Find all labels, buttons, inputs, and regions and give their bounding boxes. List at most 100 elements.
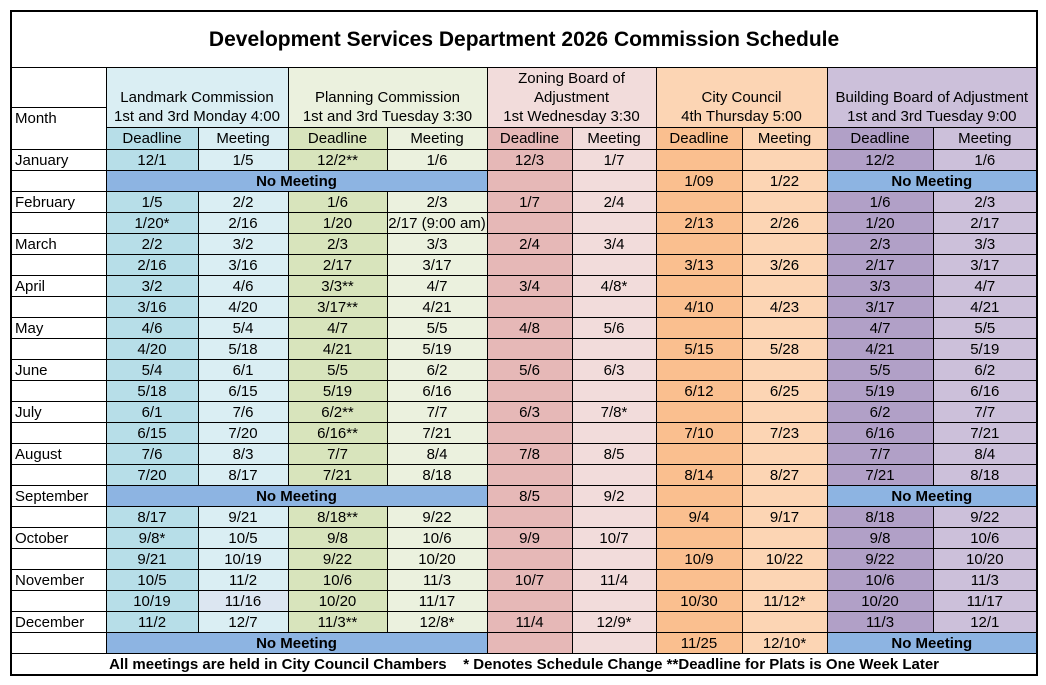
zoning-deadline-cell [486,254,573,276]
building-meeting-cell: 4/21 [932,296,1038,318]
council-deadline-cell [655,443,743,465]
landmark-meeting-cell: 4/6 [197,275,289,297]
council-deadline-cell: 6/12 [655,380,743,402]
planning-meeting-cell: 8/18 [386,464,488,486]
zoning-deadline-cell: 1/7 [486,191,573,213]
month-cell: February [10,191,107,213]
zoning-meeting-cell [571,254,657,276]
council-deadline-cell: 7/10 [655,422,743,444]
building-meeting-cell: 7/7 [932,401,1038,423]
zoning-deadline-cell [486,548,573,570]
landmark-deadline-cell: 2/16 [105,254,199,276]
building-deadline-cell: 7/7 [826,443,934,465]
no-meeting-cell: No Meeting [105,170,488,192]
building-deadline-cell: 7/21 [826,464,934,486]
planning-deadline-cell: 2/3 [287,233,388,255]
council-deadline-cell [655,191,743,213]
month-cell [10,380,107,402]
planning-deadline-cell: 9/8 [287,527,388,549]
landmark-meeting-cell: 4/20 [197,296,289,318]
schedule-row: July 6/1 7/6 6/2** 7/7 6/3 7/8* 6/2 7/7 [10,401,1038,423]
building-deadline-cell: 6/2 [826,401,934,423]
council-meeting-cell [741,443,828,465]
schedule-row: April 3/2 4/6 3/3** 4/7 3/4 4/8* 3/3 4/7 [10,275,1038,297]
council-deadline-cell [655,485,743,507]
zoning-meeting-cell [571,380,657,402]
planning-meeting-cell: 2/3 [386,191,488,213]
schedule-row: August 7/6 8/3 7/7 8/4 7/8 8/5 7/7 8/4 [10,443,1038,465]
landmark-meeting-cell: 6/1 [197,359,289,381]
month-cell [10,422,107,444]
deadline-meeting-header-row: Deadline Meeting Deadline Meeting Deadline Me… [11,127,1038,150]
commission-name: Building Board of Adjustment [835,89,1029,106]
building-deadline-cell: 3/17 [826,296,934,318]
landmark-meeting-cell: 3/16 [197,254,289,276]
council-deadline-cell: 10/9 [655,548,743,570]
building-deadline-cell: 4/21 [826,338,934,360]
zoning-deadline-header: Deadline [486,127,573,150]
zoning-deadline-cell: 7/8 [486,443,573,465]
building-deadline-cell: 1/20 [826,212,934,234]
month-cell: December [10,611,107,633]
month-cell [10,170,107,192]
zoning-meeting-cell [571,338,657,360]
landmark-meeting-cell: 2/16 [197,212,289,234]
landmark-deadline-cell: 6/15 [105,422,199,444]
schedule-row: 6/15 7/20 6/16** 7/21 7/10 7/23 6/16 7/21 [10,422,1038,444]
month-cell [10,506,107,528]
planning-meeting-cell: 1/6 [386,149,488,171]
planning-meeting-cell: 5/5 [386,317,488,339]
commission-schedule: 1st and 3rd Tuesday 9:00 [847,108,1017,125]
planning-deadline-cell: 4/21 [287,338,388,360]
council-meeting-cell [741,611,828,633]
landmark-meeting-cell: 5/18 [197,338,289,360]
zoning-deadline-cell: 2/4 [486,233,573,255]
planning-meeting-cell: 7/21 [386,422,488,444]
planning-meeting-cell: 4/21 [386,296,488,318]
landmark-meeting-cell: 2/2 [197,191,289,213]
schedule-row: No Meeting 11/25 12/10* No Meeting [10,632,1038,654]
landmark-deadline-cell: 4/20 [105,338,199,360]
commission-header-council: City Council 4th Thursday 5:00 [655,67,828,128]
month-header-label: Month [15,110,57,127]
building-meeting-cell: 8/18 [932,464,1038,486]
schedule-row: February 1/5 2/2 1/6 2/3 1/7 2/4 1/6 2/3 [10,191,1038,213]
building-meeting-cell: 11/17 [932,590,1038,612]
planning-deadline-cell: 6/2** [287,401,388,423]
council-meeting-cell [741,485,828,507]
zoning-meeting-cell [571,296,657,318]
no-meeting-cell: No Meeting [826,170,1038,192]
planning-meeting-cell: 10/20 [386,548,488,570]
no-meeting-cell: No Meeting [105,485,488,507]
planning-deadline-cell: 10/20 [287,590,388,612]
planning-deadline-cell: 4/7 [287,317,388,339]
zoning-meeting-cell: 6/3 [571,359,657,381]
landmark-meeting-cell: 11/16 [197,590,289,612]
council-deadline-cell [655,359,743,381]
zoning-deadline-cell [486,296,573,318]
landmark-meeting-cell: 12/7 [197,611,289,633]
council-deadline-cell [655,527,743,549]
month-cell: January [10,149,107,171]
zoning-deadline-cell [486,212,573,234]
month-cell [10,632,107,654]
zoning-deadline-cell [486,506,573,528]
building-meeting-cell: 5/19 [932,338,1038,360]
council-meeting-cell: 8/27 [741,464,828,486]
commission-header-row: Month Landmark Commission 1st and 3rd Mon… [10,67,1038,150]
commission-header-planning: Planning Commission 1st and 3rd Tuesday 3… [287,67,488,128]
council-deadline-cell [655,233,743,255]
commission-name: Planning Commission [314,89,461,106]
zoning-deadline-cell: 6/3 [486,401,573,423]
planning-deadline-cell: 6/16** [287,422,388,444]
council-meeting-cell [741,569,828,591]
landmark-deadline-cell: 9/21 [105,548,199,570]
landmark-deadline-cell: 10/19 [105,590,199,612]
building-meeting-cell: 8/4 [932,443,1038,465]
zoning-deadline-cell: 11/4 [486,611,573,633]
planning-meeting-cell: 3/17 [386,254,488,276]
commission-name: City Council [701,89,782,106]
commission-header-landmark: Landmark Commission 1st and 3rd Monday 4:… [105,67,289,128]
zoning-deadline-cell: 4/8 [486,317,573,339]
building-meeting-cell: 2/17 [932,212,1038,234]
